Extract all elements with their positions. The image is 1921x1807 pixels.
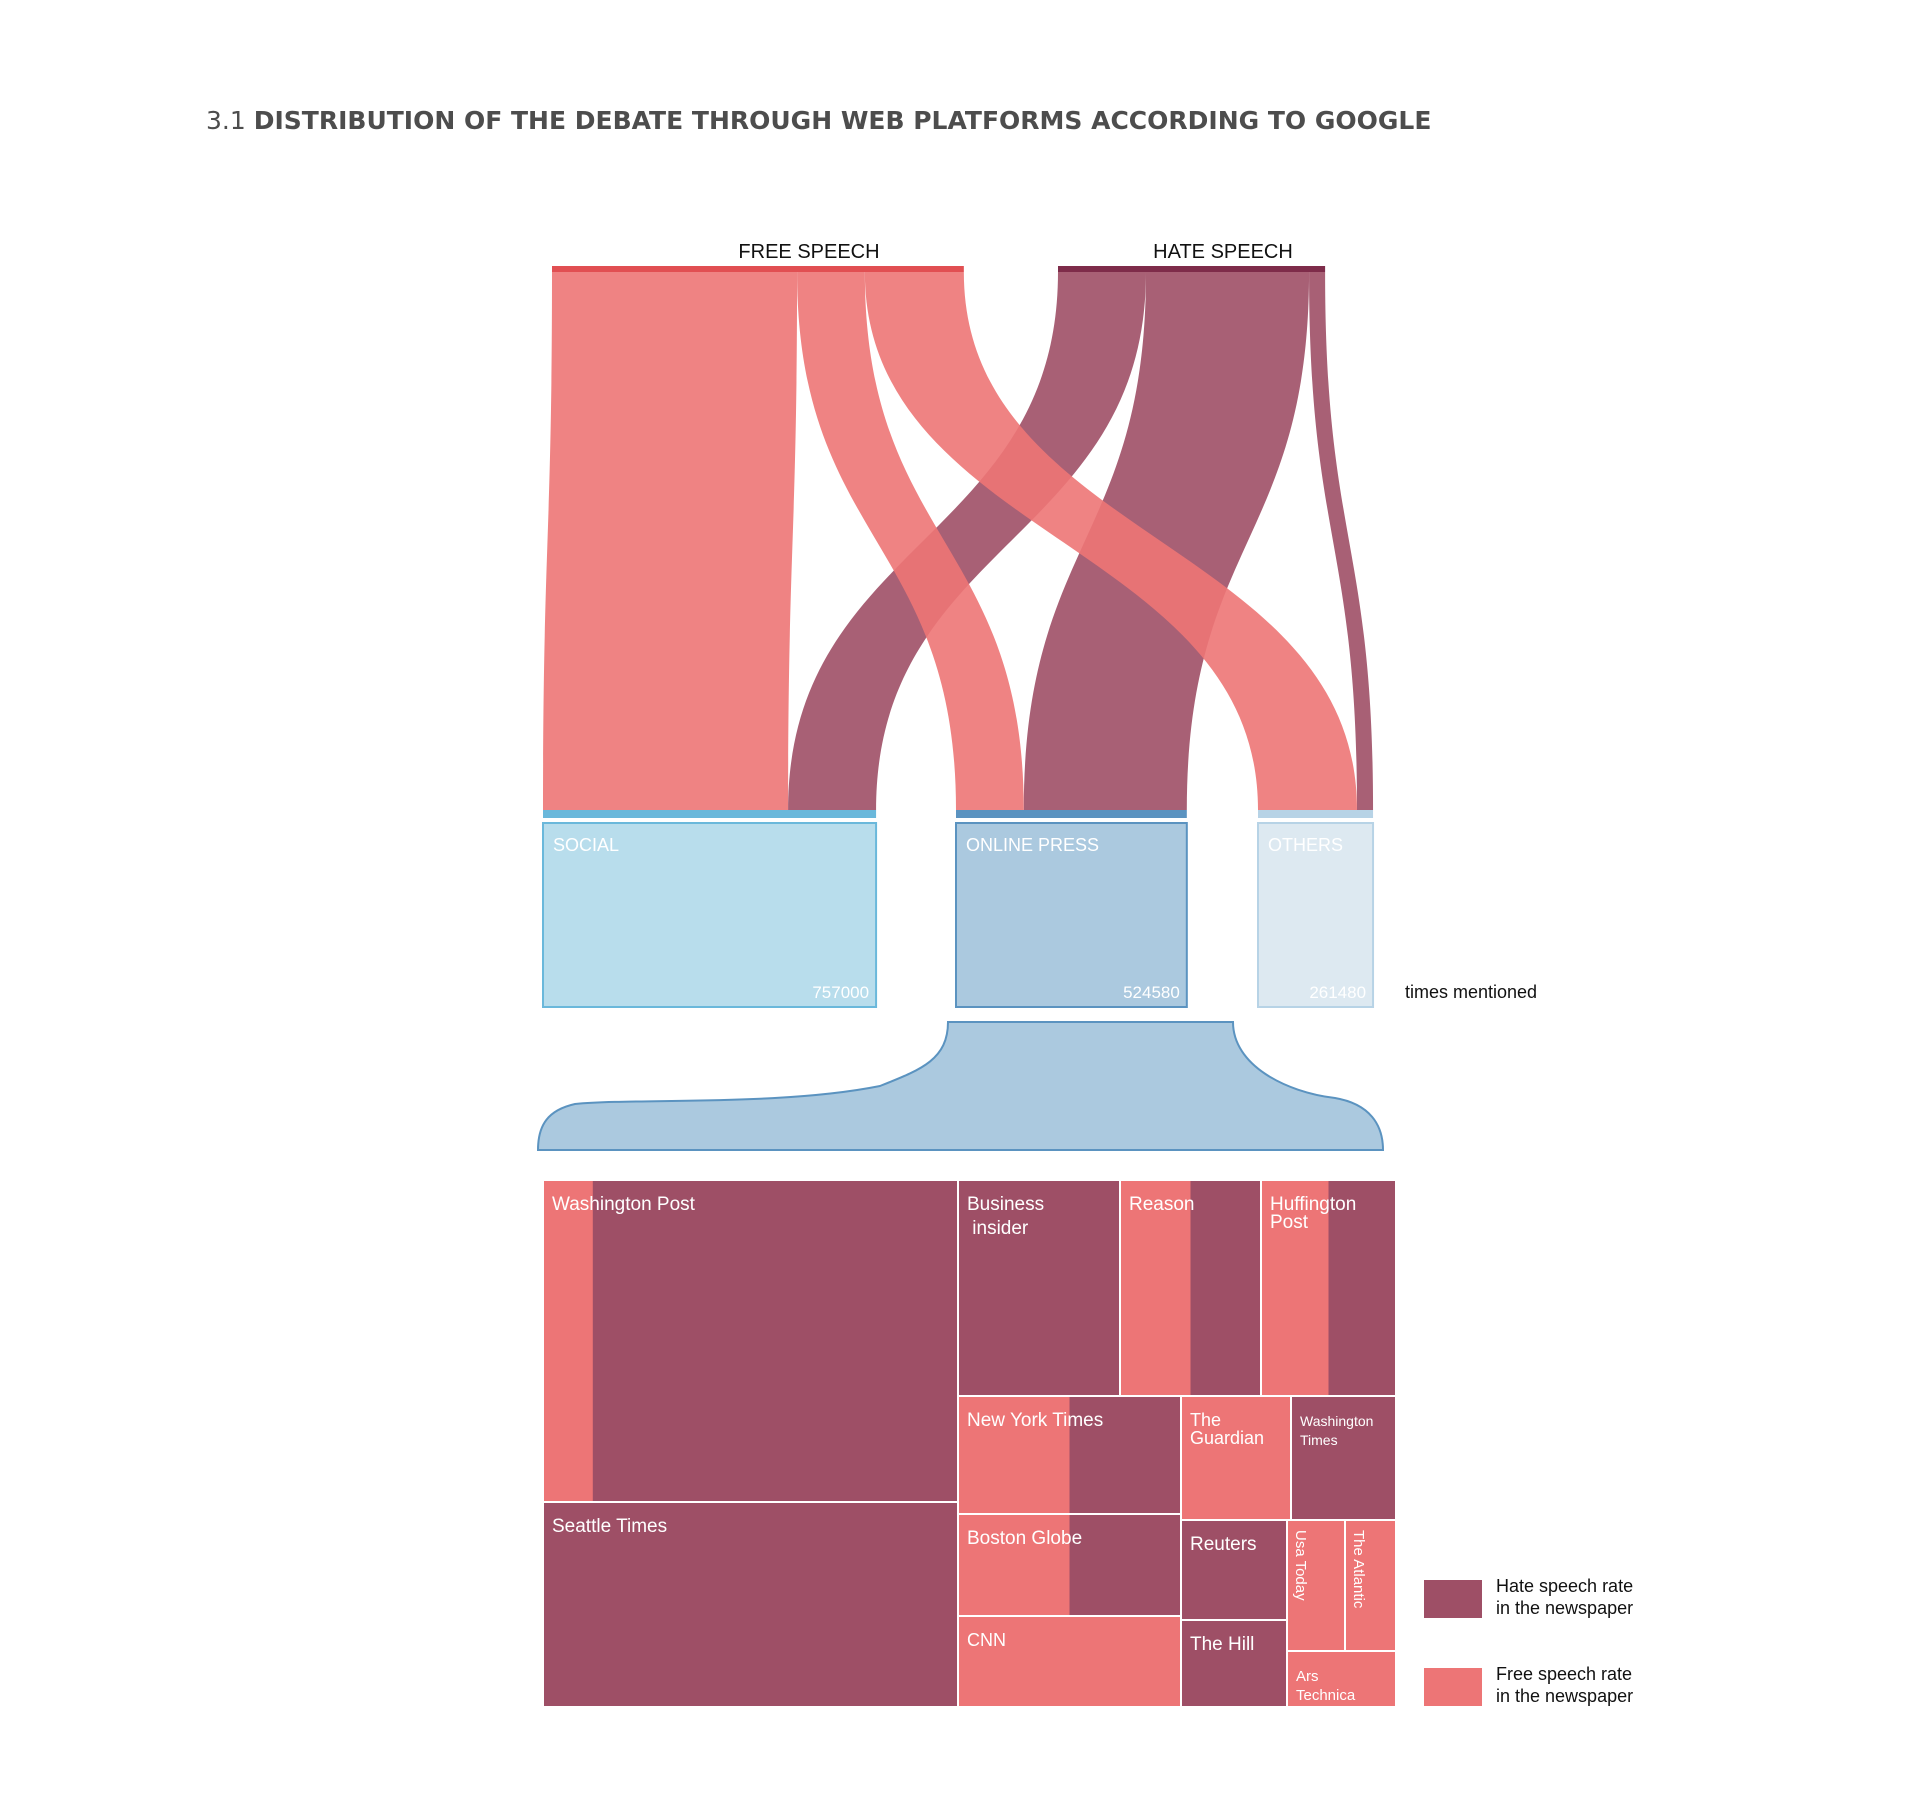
flow-hate-to-others [1309,272,1374,810]
source-bar-free [552,266,964,272]
treemap-hate-washington-times [1291,1396,1396,1520]
treemap-label-washington-times: Washington Times [1300,1413,1373,1448]
legend-swatch-1 [1424,1668,1482,1706]
treemap-cell-reuters: Reuters [1180,1519,1288,1621]
treemap-cell-washington-post: Washington Post [542,1179,959,1503]
treemap-cell-the-atlantic: The Atlantic [1344,1519,1397,1652]
treemap-cell-business-insider: Business insider [957,1179,1121,1397]
chart-title-text: DISTRIBUTION OF THE DEBATE THROUGH WEB P… [253,106,1432,135]
flow-free-to-press [797,272,1024,810]
source-bar-hate [1058,266,1326,272]
treemap-free-boston-globe [958,1514,1070,1616]
node-label-social: SOCIAL [553,835,619,855]
treemap-label-the-hill: The Hill [1190,1634,1254,1655]
source-label-free: FREE SPEECH [738,241,879,263]
treemap-cell-the-hill: The Hill [1180,1619,1288,1708]
node-label-press: ONLINE PRESS [966,835,1099,855]
online-press-brace [536,1021,1385,1151]
treemap-free-new-york-times [958,1396,1070,1514]
treemap-cell-seattle-times: Seattle Times [542,1501,959,1708]
treemap-free-the-atlantic [1345,1520,1396,1651]
treemap-label-usa-today: Usa Today [1292,1530,1309,1601]
treemap-hate-reuters [1181,1520,1287,1620]
treemap-hate-washington-post [543,1180,958,1502]
treemap-free-huffington-post [1261,1180,1329,1396]
treemap-label-huffington-post: Huffington Post [1270,1194,1356,1233]
treemap-free-ars-technica [1287,1651,1396,1707]
legend-label-0: Hate speech rate in the newspaper [1496,1576,1633,1618]
treemap-free-reason [1120,1180,1191,1396]
treemap-free-the-guardian [1181,1396,1291,1520]
node-social [542,822,878,1008]
treemap-label-seattle-times: Seattle Times [552,1516,667,1537]
flow-hate-to-press [1023,272,1310,810]
treemap-label-new-york-times: New York Times [967,1410,1103,1431]
target-nodes: SOCIAL 757000 ONLINE PRESS 524580 OTHERS 2614… [542,810,1537,1008]
treemap-label-ars-technica: Ars Technica [1296,1668,1356,1704]
treemap-hate-the-hill [1181,1620,1287,1707]
treemap-label-reuters: Reuters [1190,1534,1257,1555]
legend-swatch-0 [1424,1580,1482,1618]
node-value-social: 757000 [812,983,869,1002]
flow-hate-to-social [788,272,1146,810]
chart-title: 3.1 DISTRIBUTION OF THE DEBATE THROUGH W… [206,106,1431,135]
source-bars: FREE SPEECH HATE SPEECH [552,241,1326,272]
treemap-free-usa-today [1287,1520,1345,1651]
treemap-cell-usa-today: Usa Today [1286,1519,1346,1652]
node-bar-others [1258,810,1374,818]
node-bar-press [956,810,1187,818]
treemap-label-the-atlantic: The Atlantic [1350,1530,1367,1609]
treemap-cell-reason: Reason [1119,1179,1262,1397]
node-others [1257,822,1375,1008]
press-treemap: Washington Post Seattle Times Business ins… [542,1179,1397,1708]
source-label-hate: HATE SPEECH [1153,241,1293,263]
treemap-hate-business-insider [958,1180,1120,1396]
treemap-label-cnn: CNN [967,1630,1006,1650]
treemap-hate-seattle-times [543,1502,958,1707]
treemap-label-boston-globe: Boston Globe [967,1528,1082,1549]
treemap-free-cnn [958,1616,1181,1707]
flow-free-to-others [864,272,1357,810]
node-value-others: 261480 [1309,983,1366,1002]
legend-label-1: Free speech rate in the newspaper [1496,1664,1633,1706]
treemap-label-the-guardian: The Guardian [1190,1410,1264,1448]
node-label-others: OTHERS [1268,835,1343,855]
treemap-cell-ars-technica: Ars Technica [1286,1650,1397,1708]
unit-label: times mentioned [1405,982,1537,1002]
treemap-cell-washington-times: Washington Times [1290,1395,1397,1521]
treemap-cell-cnn: CNN [957,1615,1182,1708]
node-bar-social [543,810,877,818]
treemap-cell-the-guardian: The Guardian [1180,1395,1292,1521]
treemap-label-reason: Reason [1129,1194,1195,1215]
treemap-free-washington-post [543,1180,593,1502]
treemap-label-washington-post: Washington Post [552,1194,696,1215]
node-value-press: 524580 [1123,983,1180,1002]
treemap-label-business-insider: Business insider [967,1194,1044,1239]
treemap-cell-new-york-times: New York Times [957,1395,1182,1515]
flow-free-to-social [543,272,798,810]
sankey-flows [543,272,1374,810]
node-press [955,822,1188,1008]
chart-title-number: 3.1 [206,106,246,135]
treemap-cell-boston-globe: Boston Globe [957,1513,1182,1617]
treemap-cell-huffington-post: Huffington Post [1260,1179,1397,1397]
legend: Hate speech rate in the newspaper Free spe… [1424,1576,1633,1706]
treemap-border-ars-technica [1286,1650,1397,1708]
